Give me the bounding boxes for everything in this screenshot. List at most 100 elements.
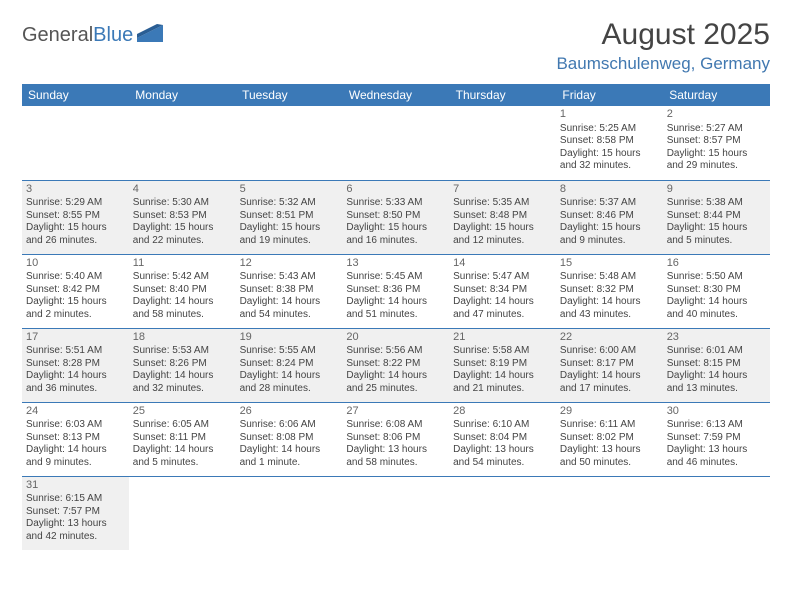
sunrise-text: Sunrise: 5:48 AM <box>560 271 659 284</box>
sunrise-text: Sunrise: 5:35 AM <box>453 197 552 210</box>
daylight-text: and 29 minutes. <box>667 160 766 173</box>
daylight-text: and 51 minutes. <box>346 309 445 322</box>
calendar-day: 12Sunrise: 5:43 AMSunset: 8:38 PMDayligh… <box>236 254 343 328</box>
calendar-empty <box>22 106 129 180</box>
day-number: 21 <box>453 331 552 345</box>
calendar-empty <box>236 476 343 550</box>
day-number: 17 <box>26 331 125 345</box>
daylight-text: Daylight: 15 hours <box>560 222 659 235</box>
sunset-text: Sunset: 8:19 PM <box>453 358 552 371</box>
day-number: 7 <box>453 183 552 197</box>
calendar-day: 13Sunrise: 5:45 AMSunset: 8:36 PMDayligh… <box>342 254 449 328</box>
daylight-text: and 22 minutes. <box>133 235 232 248</box>
day-number: 28 <box>453 405 552 419</box>
daylight-text: Daylight: 14 hours <box>133 370 232 383</box>
sunset-text: Sunset: 8:17 PM <box>560 358 659 371</box>
calendar-empty <box>129 106 236 180</box>
daylight-text: Daylight: 14 hours <box>453 370 552 383</box>
daylight-text: Daylight: 15 hours <box>133 222 232 235</box>
daylight-text: Daylight: 14 hours <box>346 296 445 309</box>
sunset-text: Sunset: 7:57 PM <box>26 506 125 519</box>
daylight-text: and 58 minutes. <box>346 457 445 470</box>
sunrise-text: Sunrise: 5:37 AM <box>560 197 659 210</box>
calendar-day: 19Sunrise: 5:55 AMSunset: 8:24 PMDayligh… <box>236 328 343 402</box>
daylight-text: and 43 minutes. <box>560 309 659 322</box>
sunset-text: Sunset: 8:02 PM <box>560 432 659 445</box>
daylight-text: and 13 minutes. <box>667 383 766 396</box>
sunrise-text: Sunrise: 6:05 AM <box>133 419 232 432</box>
day-number: 5 <box>240 183 339 197</box>
daylight-text: and 54 minutes. <box>240 309 339 322</box>
logo-text-blue: Blue <box>93 24 133 47</box>
sunrise-text: Sunrise: 5:30 AM <box>133 197 232 210</box>
sunset-text: Sunset: 8:57 PM <box>667 135 766 148</box>
sunset-text: Sunset: 8:28 PM <box>26 358 125 371</box>
day-number: 11 <box>133 257 232 271</box>
daylight-text: and 12 minutes. <box>453 235 552 248</box>
calendar-week: 17Sunrise: 5:51 AMSunset: 8:28 PM Dayligh… <box>22 328 770 402</box>
daylight-text: Daylight: 13 hours <box>346 444 445 457</box>
day-number: 12 <box>240 257 339 271</box>
day-number: 20 <box>346 331 445 345</box>
daylight-text: Daylight: 15 hours <box>26 296 125 309</box>
calendar-day: 4Sunrise: 5:30 AMSunset: 8:53 PMDaylight… <box>129 180 236 254</box>
day-number: 1 <box>560 108 659 122</box>
sunset-text: Sunset: 8:06 PM <box>346 432 445 445</box>
daylight-text: and 50 minutes. <box>560 457 659 470</box>
sunrise-text: Sunrise: 6:06 AM <box>240 419 339 432</box>
calendar-week: 1Sunrise: 5:25 AMSunset: 8:58 PMDaylight… <box>22 106 770 180</box>
day-number: 18 <box>133 331 232 345</box>
sunset-text: Sunset: 8:40 PM <box>133 284 232 297</box>
day-number: 19 <box>240 331 339 345</box>
daylight-text: Daylight: 14 hours <box>240 370 339 383</box>
sunrise-text: Sunrise: 5:56 AM <box>346 345 445 358</box>
sunset-text: Sunset: 8:38 PM <box>240 284 339 297</box>
calendar-day: 24Sunrise: 6:03 AMSunset: 8:13 PMDayligh… <box>22 402 129 476</box>
sunrise-text: Sunrise: 5:33 AM <box>346 197 445 210</box>
sunrise-text: Sunrise: 6:01 AM <box>667 345 766 358</box>
calendar-day: 11Sunrise: 5:42 AMSunset: 8:40 PMDayligh… <box>129 254 236 328</box>
calendar-day: 17Sunrise: 5:51 AMSunset: 8:28 PMDayligh… <box>22 328 129 402</box>
logo-flag-icon <box>137 24 163 47</box>
daylight-text: Daylight: 14 hours <box>667 370 766 383</box>
calendar-empty <box>556 476 663 550</box>
calendar-empty <box>449 476 556 550</box>
calendar-day: 20Sunrise: 5:56 AMSunset: 8:22 PMDayligh… <box>342 328 449 402</box>
logo-text-general: General <box>22 24 93 47</box>
calendar-day: 9Sunrise: 5:38 AMSunset: 8:44 PMDaylight… <box>663 180 770 254</box>
sunrise-text: Sunrise: 6:11 AM <box>560 419 659 432</box>
sunset-text: Sunset: 8:51 PM <box>240 210 339 223</box>
calendar-day: 1Sunrise: 5:25 AMSunset: 8:58 PMDaylight… <box>556 106 663 180</box>
calendar-empty <box>342 476 449 550</box>
sunset-text: Sunset: 8:34 PM <box>453 284 552 297</box>
daylight-text: and 5 minutes. <box>667 235 766 248</box>
sunset-text: Sunset: 8:04 PM <box>453 432 552 445</box>
calendar-day: 8Sunrise: 5:37 AMSunset: 8:46 PMDaylight… <box>556 180 663 254</box>
sunrise-text: Sunrise: 5:29 AM <box>26 197 125 210</box>
day-number: 29 <box>560 405 659 419</box>
calendar-day: 29Sunrise: 6:11 AMSunset: 8:02 PMDayligh… <box>556 402 663 476</box>
sunrise-text: Sunrise: 5:50 AM <box>667 271 766 284</box>
sunrise-text: Sunrise: 6:08 AM <box>346 419 445 432</box>
day-number: 6 <box>346 183 445 197</box>
calendar-day: 18Sunrise: 5:53 AMSunset: 8:26 PMDayligh… <box>129 328 236 402</box>
sunset-text: Sunset: 7:59 PM <box>667 432 766 445</box>
page-header: GeneralBlue August 2025 Baumschulenweg, … <box>22 18 770 74</box>
daylight-text: Daylight: 15 hours <box>667 148 766 161</box>
calendar-day: 21Sunrise: 5:58 AMSunset: 8:19 PMDayligh… <box>449 328 556 402</box>
sunrise-text: Sunrise: 5:38 AM <box>667 197 766 210</box>
daylight-text: Daylight: 14 hours <box>453 296 552 309</box>
sunrise-text: Sunrise: 5:53 AM <box>133 345 232 358</box>
daylight-text: Daylight: 15 hours <box>560 148 659 161</box>
sunrise-text: Sunrise: 5:27 AM <box>667 123 766 136</box>
daylight-text: and 32 minutes. <box>560 160 659 173</box>
day-number: 26 <box>240 405 339 419</box>
calendar-day: 31Sunrise: 6:15 AMSunset: 7:57 PMDayligh… <box>22 476 129 550</box>
sunrise-text: Sunrise: 5:51 AM <box>26 345 125 358</box>
daylight-text: Daylight: 13 hours <box>453 444 552 457</box>
daylight-text: Daylight: 15 hours <box>667 222 766 235</box>
calendar-day: 14Sunrise: 5:47 AMSunset: 8:34 PMDayligh… <box>449 254 556 328</box>
day-number: 30 <box>667 405 766 419</box>
daylight-text: and 2 minutes. <box>26 309 125 322</box>
day-number: 3 <box>26 183 125 197</box>
